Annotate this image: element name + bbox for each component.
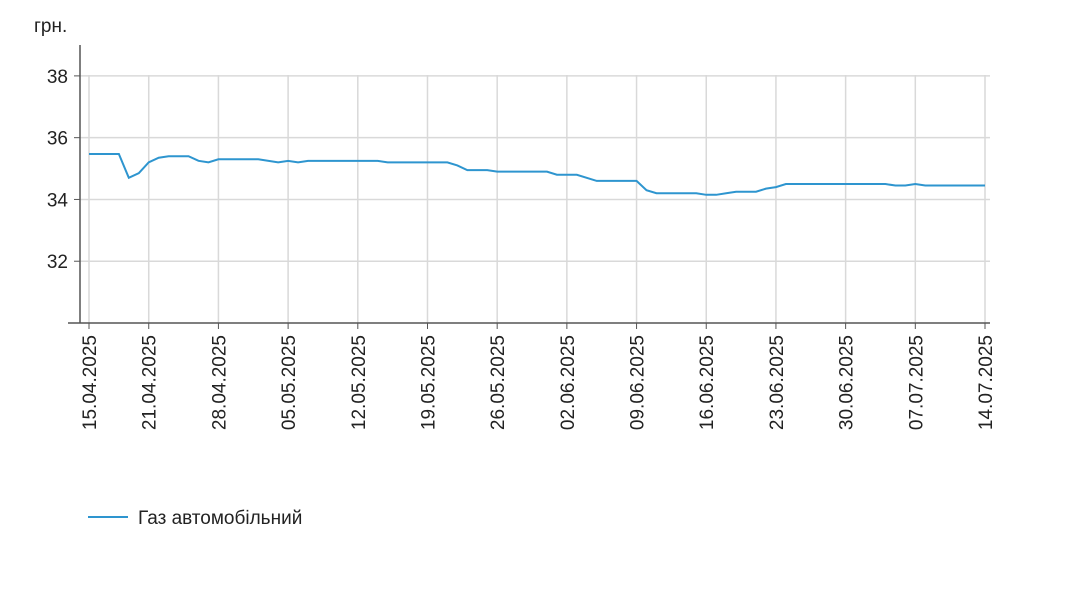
x-tick-label: 30.06.2025: [837, 335, 858, 430]
x-tick-label: 19.05.2025: [418, 335, 439, 430]
y-axis-label: грн.: [34, 16, 67, 37]
x-tick-label: 05.05.2025: [279, 335, 300, 430]
x-tick-label: 28.04.2025: [209, 335, 230, 430]
x-tick-label: 14.07.2025: [976, 335, 997, 430]
data-line: [89, 153, 985, 196]
x-tick-label: 21.04.2025: [140, 335, 161, 430]
x-tick-label: 23.06.2025: [767, 335, 788, 430]
x-tick-label: 16.06.2025: [697, 335, 718, 430]
y-tick-label: 34: [47, 190, 69, 211]
x-tick-label: 09.06.2025: [628, 335, 649, 430]
x-tick-label: 07.07.2025: [906, 335, 927, 430]
y-tick-label: 36: [47, 129, 68, 150]
x-tick-label: 12.05.2025: [349, 335, 370, 430]
x-tick-label: 15.04.2025: [80, 335, 101, 430]
legend-label: Газ автомобільний: [138, 508, 302, 529]
y-tick-label: 38: [47, 67, 68, 88]
x-tick-label: 26.05.2025: [488, 335, 509, 430]
y-tick-label: 32: [47, 252, 68, 273]
x-tick-label: 02.06.2025: [558, 335, 579, 430]
